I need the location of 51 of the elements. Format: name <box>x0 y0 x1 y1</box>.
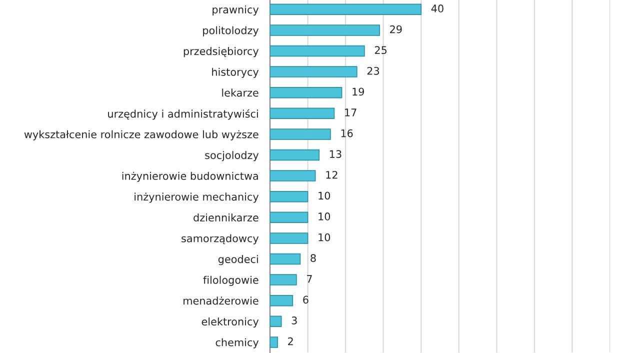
y-tick-label: geodeci <box>218 255 258 266</box>
bar <box>270 66 358 78</box>
data-label: 25 <box>374 46 387 54</box>
data-label: 23 <box>367 66 380 75</box>
y-tick-label: prawnicy <box>212 5 259 16</box>
bar <box>270 316 282 328</box>
y-tick-label: dziennikarze <box>194 213 258 222</box>
data-label: 40 <box>431 4 444 12</box>
bar <box>270 232 308 244</box>
y-tick-label: przedsiębiorcy <box>184 47 259 58</box>
y-tick-label: elektronicy <box>202 317 259 328</box>
data-label: 6 <box>303 296 308 304</box>
data-label: 16 <box>341 129 353 138</box>
data-label: 17 <box>345 108 356 116</box>
bar <box>270 294 294 306</box>
data-label: 3 <box>292 316 297 324</box>
data-label: 13 <box>330 150 342 158</box>
bar <box>270 45 365 57</box>
data-label: 19 <box>352 88 364 96</box>
bar <box>270 128 331 140</box>
data-label: 8 <box>310 254 316 262</box>
y-tick-label: inżynierowie mechanicy <box>134 192 259 203</box>
bar <box>270 4 422 16</box>
bar <box>270 86 342 98</box>
bar <box>270 108 335 120</box>
data-label: 12 <box>326 170 338 179</box>
data-label: 29 <box>390 25 402 34</box>
data-label: 10 <box>318 233 330 242</box>
data-label: 10 <box>318 192 330 200</box>
y-tick-label: samorządowcy <box>182 234 259 244</box>
y-tick-label: filologowie <box>203 276 258 286</box>
y-tick-label: inżynierowie budownictwa <box>122 172 258 182</box>
y-tick-label: lekarze <box>222 88 258 97</box>
y-tick-label: urzędnicy i administratywiści <box>108 109 258 120</box>
y-tick-label: politolodzy <box>203 26 259 36</box>
data-label: 2 <box>288 337 293 346</box>
y-tick-label: menadżerowie <box>184 296 258 305</box>
bar <box>270 149 320 161</box>
bar <box>270 336 278 348</box>
bar <box>270 170 316 182</box>
y-tick-label: chemicy <box>216 338 259 348</box>
bar <box>270 274 297 286</box>
y-tick-label: wykształcenie rolnicze zawodowe lub wyższe <box>24 130 258 140</box>
bar <box>270 190 308 202</box>
y-tick-label: historycy <box>212 68 259 78</box>
bar <box>270 24 380 36</box>
y-tick-label: socjolodzy <box>205 151 259 162</box>
bar <box>270 253 301 265</box>
data-label: 10 <box>318 212 330 220</box>
bar <box>270 212 308 224</box>
data-label: 7 <box>307 275 312 283</box>
